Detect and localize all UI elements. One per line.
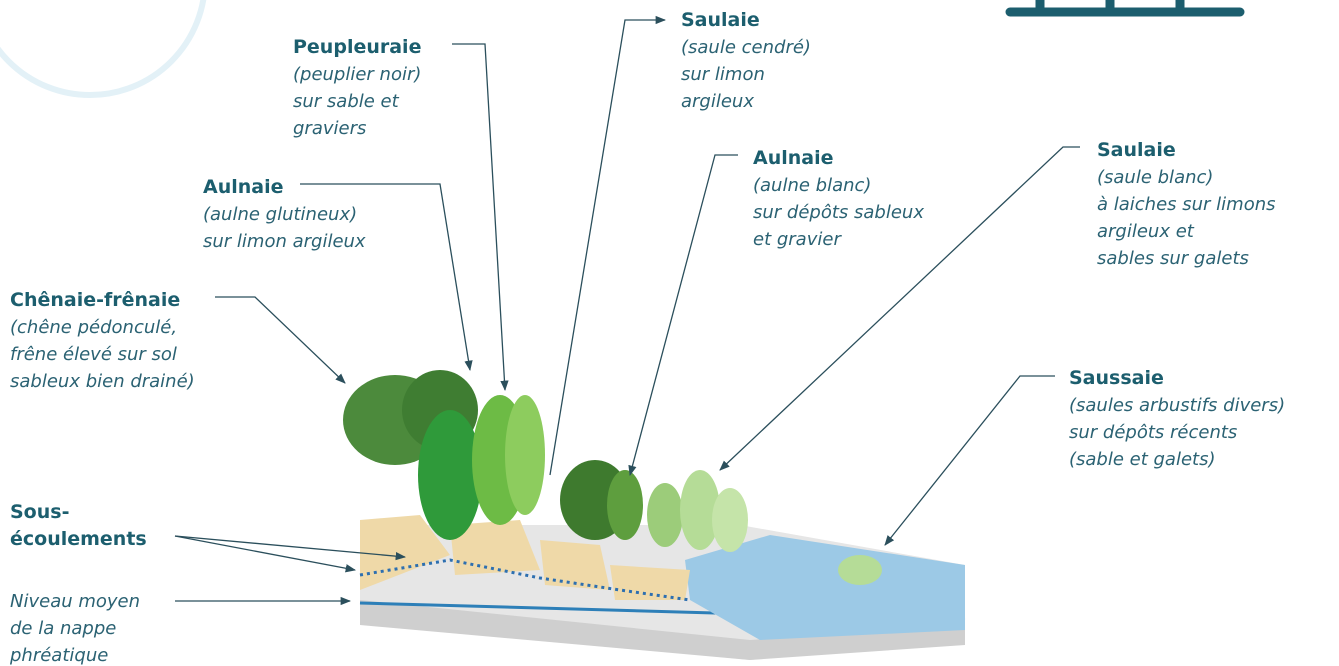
label-title: Saulaie — [681, 9, 760, 31]
label-text: (sable et galets) — [1069, 449, 1216, 470]
label-text: Niveau moyen — [10, 591, 140, 612]
label-title: Aulnaie — [203, 176, 284, 198]
label-text: à laiches sur limons — [1097, 194, 1276, 215]
label-title: Sous- — [10, 501, 69, 523]
label-text: (aulne blanc) — [753, 175, 871, 196]
illustration — [343, 370, 965, 660]
label-text: argileux et — [1097, 221, 1195, 242]
label-text: phréatique — [9, 645, 108, 666]
label-text: sur dépôts sableux — [753, 202, 924, 223]
label-text: et gravier — [753, 229, 842, 250]
diagram: Peupleuraie (peuplier noir) sur sable et gr… — [0, 0, 1339, 666]
label-text: sur limon argileux — [203, 231, 366, 252]
label-text: (peuplier noir) — [293, 64, 421, 85]
label-text: (aulne glutineux) — [203, 204, 357, 225]
label-text: sur limon — [681, 64, 765, 85]
label-text: sables sur galets — [1097, 248, 1249, 269]
label-title: écoulements — [10, 528, 147, 550]
label-title: Aulnaie — [753, 147, 834, 169]
label-text: de la nappe — [10, 618, 116, 639]
label-text: (saule cendré) — [681, 37, 811, 58]
label-text: sur dépôts récents — [1069, 422, 1237, 443]
label-text: (saules arbustifs divers) — [1069, 395, 1285, 416]
label-text: argileux — [681, 91, 754, 112]
label-text: (chêne pédonculé, — [10, 317, 177, 338]
label-title: Saulaie — [1097, 139, 1176, 161]
label-title: Peupleuraie — [293, 36, 421, 58]
label-text: graviers — [293, 118, 366, 139]
label-text: sableux bien drainé) — [10, 371, 195, 392]
label-title: Chênaie-frênaie — [10, 289, 180, 311]
label-text: (saule blanc) — [1097, 167, 1213, 188]
label-text: sur sable et — [293, 91, 400, 112]
label-title: Saussaie — [1069, 367, 1164, 389]
label-text: frêne élevé sur sol — [10, 344, 177, 365]
